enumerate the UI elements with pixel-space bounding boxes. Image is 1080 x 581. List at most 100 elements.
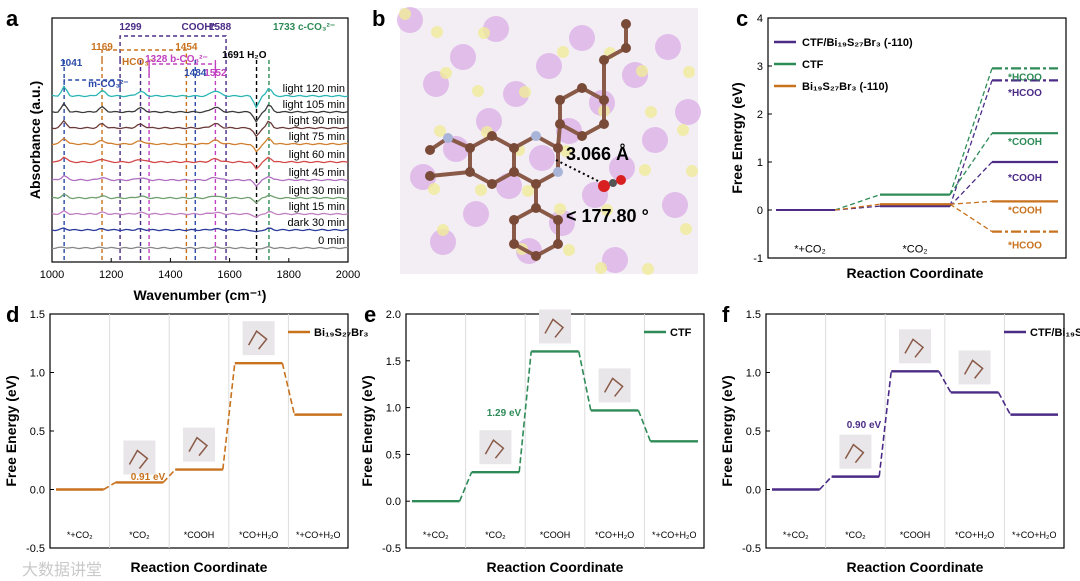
category-label: *+CO₂	[423, 530, 449, 540]
x-label: Reaction Coordinate	[131, 559, 268, 575]
panel-a-peak-annotations: 1041 m-CO₃²⁻ 1169 HCO₃⁻ 1299 COOH*1588 1454132…	[60, 22, 335, 90]
spectrum-line	[51, 119, 349, 138]
carbon-atom	[621, 19, 631, 29]
lattice-atom-bi	[463, 201, 489, 227]
y-tick-label: -0.5	[382, 543, 401, 555]
panel-a-ir-spectra: light 120 min light 105 min light 90 min li…	[27, 17, 360, 303]
lattice-atom-s	[677, 124, 689, 136]
x-tick-label: 1800	[277, 269, 301, 281]
lattice-atom-bi	[529, 145, 555, 171]
co2-oxygen-atom-2	[616, 175, 626, 185]
lattice-atom-bi	[642, 127, 668, 153]
thumbnail-molecule	[904, 338, 925, 358]
carbon-atom	[465, 143, 475, 153]
carbon-atom	[509, 143, 519, 153]
carbon-atom	[553, 215, 563, 225]
series-label: dark 30 min	[288, 217, 345, 229]
series-label: light 60 min	[289, 149, 345, 161]
panel-label-d: d	[6, 302, 19, 327]
thumbnail-molecule	[484, 439, 505, 459]
panel-c-y-ticks: -1 0 1 2 3 4	[753, 13, 772, 265]
spectrum-line	[51, 193, 349, 204]
level-label: *HCOO	[1008, 72, 1042, 83]
connector-line	[997, 392, 1012, 416]
adsorbate-thumbnail	[598, 368, 631, 403]
lattice-atom-s	[431, 26, 443, 38]
lattice-atom-bi	[410, 164, 436, 190]
x-tick-label: 2000	[336, 269, 360, 281]
lattice-atom-bi	[476, 108, 502, 134]
co2-oxygen-atom	[598, 180, 610, 192]
peak-label: 1328 b-CO₃²⁻	[145, 54, 208, 65]
carbon-atom	[531, 203, 541, 213]
carbon-atom	[509, 215, 519, 225]
series-label: light 105 min	[283, 99, 345, 111]
hbond-dotted-line	[555, 159, 601, 183]
plot-frame	[405, 313, 705, 549]
legend-label: Bi₁₉S₂₇Br₃	[314, 327, 368, 339]
level-label: *HCOO	[1008, 240, 1042, 251]
watermark: 大数据讲堂	[22, 561, 102, 579]
panel-d-energy-profile: -0.5 0.0 0.5 1.0 1.5 *+CO₂ *CO₂ *COOH *CO+H₂O *+C…	[3, 309, 368, 575]
cooh-bracket	[119, 35, 227, 60]
nitrogen-atom	[553, 167, 563, 177]
lattice-atom-s	[636, 65, 648, 77]
lattice-atom-s	[475, 184, 487, 196]
legend-label: CTF	[802, 59, 824, 71]
panel-c-x-label: Reaction Coordinate	[847, 265, 984, 281]
y-label: Free Energy (eV)	[359, 375, 375, 486]
legend-label: CTF/Bi₁₉S₂₇Br₃ (-110)	[802, 37, 913, 49]
y-label: Free Energy (eV)	[3, 375, 19, 486]
thumbnail-molecule	[247, 330, 268, 350]
connector-line	[578, 351, 592, 411]
y-tick-label: 1.0	[30, 368, 45, 380]
category-label: *COOH	[184, 530, 215, 540]
level-label: *COOH	[1008, 173, 1042, 184]
y-tick-label: 3	[757, 61, 763, 73]
panel-c-legend: CTF/Bi₁₉S₂₇Br₃ (-110) CTF Bi₁₉S₂₇Br₃ (-110…	[774, 37, 913, 93]
lattice-atom-s	[519, 86, 531, 98]
carbon-atom	[577, 131, 587, 141]
category-label: *CO+H₂O	[595, 530, 634, 540]
barrier-label: 0.90 eV	[847, 420, 882, 431]
series-label: 0 min	[318, 235, 345, 247]
category-label: *CO₂	[485, 530, 506, 540]
peak-label: 1169	[91, 42, 113, 53]
connector-line	[949, 200, 993, 205]
category-label: *+CO+H₂O	[296, 530, 341, 540]
lattice-atom-s	[478, 27, 490, 39]
carbon-atom	[555, 95, 565, 105]
y-tick-label: 0.0	[746, 485, 761, 497]
category-label: *+CO₂	[794, 243, 825, 255]
carbon-atom	[531, 179, 541, 189]
hco3-bracket	[101, 49, 188, 60]
y-tick-label: 1.5	[30, 309, 45, 321]
thumbnail-molecule	[188, 436, 209, 457]
panel-f-energy-profile: -0.5 0.0 0.5 1.0 1.5 *+CO₂ *CO₂ *COOH *CO+H₂O *+C…	[719, 309, 1080, 575]
y-tick-label: 0.0	[30, 485, 45, 497]
peak-label: 1484	[184, 68, 207, 79]
lattice-atom-s	[686, 165, 698, 177]
lattice-atom-bi	[662, 192, 688, 218]
adsorbate-thumbnail	[899, 329, 931, 364]
y-tick-label: 4	[757, 13, 763, 25]
category-label: *+CO₂	[67, 530, 93, 540]
panel-c-y-label: Free Energy (eV)	[729, 82, 745, 193]
lattice-atom-bi	[609, 155, 635, 181]
spectrum-line	[51, 209, 349, 218]
thumbnail-molecule	[844, 443, 865, 464]
lattice-atom-bi	[450, 44, 476, 70]
connector-line	[834, 194, 881, 211]
panel-label-b: b	[372, 6, 385, 31]
series-label: light 75 min	[289, 131, 345, 143]
lattice-atom-bi	[430, 229, 456, 255]
carbon-atom	[425, 145, 435, 155]
bco3-bracket	[148, 63, 217, 75]
lattice-atom-s	[399, 8, 411, 20]
connector-line	[938, 370, 952, 393]
legend-label: CTF	[670, 327, 692, 339]
carbon-atom	[553, 143, 563, 153]
panel-c-frame	[767, 17, 1067, 259]
series-label: light 45 min	[289, 167, 345, 179]
